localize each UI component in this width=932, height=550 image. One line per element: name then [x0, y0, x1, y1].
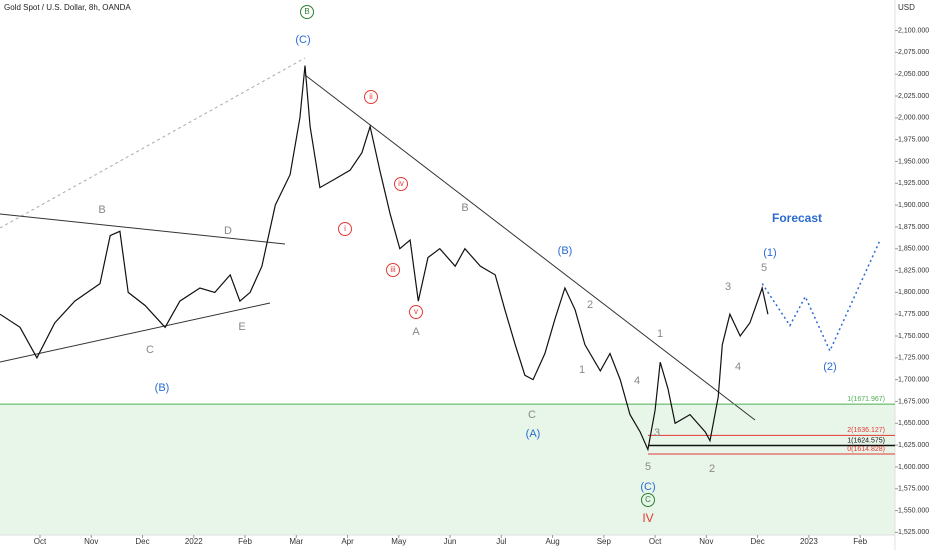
- y-tick-label: 1,975.000: [898, 136, 929, 143]
- y-tick-label: 1,575.000: [898, 486, 929, 493]
- wave-label: (1): [763, 247, 776, 259]
- x-tick-label: Dec: [135, 537, 149, 546]
- wave-label: 2: [709, 463, 715, 475]
- x-tick-label: Jun: [444, 537, 457, 546]
- wave-circle: [338, 222, 352, 236]
- y-tick-label: 1,850.000: [898, 246, 929, 253]
- y-tick-label: 2,100.000: [898, 27, 929, 34]
- y-tick-label: 2,050.000: [898, 71, 929, 78]
- level-label: 2(1636.127): [847, 427, 885, 434]
- x-tick-label: Jul: [496, 537, 506, 546]
- wave-label: 5: [761, 262, 767, 274]
- x-tick-label: 2023: [800, 537, 818, 546]
- x-tick-label: Feb: [853, 537, 867, 546]
- x-tick-label: 2022: [185, 537, 203, 546]
- wave-label: (C): [640, 481, 655, 493]
- wave-label: (A): [526, 428, 541, 440]
- x-tick-label: Dec: [751, 537, 765, 546]
- y-tick-label: 1,700.000: [898, 376, 929, 383]
- wave-label: iii: [390, 265, 396, 274]
- wave-label: D: [224, 225, 232, 237]
- y-tick-label: 1,800.000: [898, 289, 929, 296]
- forecast-line: [761, 239, 881, 353]
- wave-label: v: [414, 307, 418, 316]
- y-tick-label: 1,675.000: [898, 398, 929, 405]
- x-tick-label: Oct: [34, 537, 47, 546]
- y-tick-label: 1,925.000: [898, 180, 929, 187]
- x-tick-label: Aug: [545, 537, 559, 546]
- y-tick-label: 2,075.000: [898, 49, 929, 56]
- wave-label: ii: [369, 92, 373, 101]
- price-line: [0, 65, 769, 452]
- x-tick-label: Nov: [84, 537, 98, 546]
- wave-label: (B): [155, 382, 170, 394]
- x-tick-label: Feb: [238, 537, 252, 546]
- y-tick-label: 2,000.000: [898, 115, 929, 122]
- y-tick-label: 1,600.000: [898, 464, 929, 471]
- wave-label: 5: [645, 461, 651, 473]
- y-tick-label: 1,750.000: [898, 333, 929, 340]
- triangle-bottom: [0, 302, 271, 363]
- level-label: 1(1624.575): [847, 437, 885, 444]
- y-tick-label: 1,900.000: [898, 202, 929, 209]
- wave-label: i: [344, 224, 346, 233]
- y-tick-label: 2,025.000: [898, 93, 929, 100]
- wave-circle: [394, 177, 408, 191]
- trend-dashed: [0, 57, 306, 229]
- y-tick-label: 1,525.000: [898, 529, 929, 536]
- wave-label: C: [146, 344, 154, 356]
- y-unit: USD: [898, 3, 915, 12]
- y-tick-label: 1,875.000: [898, 224, 929, 231]
- wave-circle: [300, 5, 314, 19]
- wave-circle: [641, 493, 655, 507]
- wave-label: (B): [558, 245, 573, 257]
- wave-label: (2): [823, 361, 836, 373]
- wave-label: IV: [642, 511, 653, 525]
- wave-label: C: [645, 495, 651, 504]
- x-tick-label: Apr: [341, 537, 354, 546]
- level-label: 1(1671.967): [847, 396, 885, 403]
- x-tick-label: Oct: [649, 537, 662, 546]
- level-label: 0(1614.828): [847, 446, 885, 453]
- wave-label: 4: [735, 361, 741, 373]
- y-tick-label: 1,625.000: [898, 442, 929, 449]
- wave-label: iv: [398, 179, 404, 188]
- wave-label: (C): [295, 34, 310, 46]
- y-tick-label: 1,775.000: [898, 311, 929, 318]
- y-tick-label: 1,550.000: [898, 507, 929, 514]
- wave-label: C: [528, 409, 536, 421]
- x-tick-label: May: [391, 537, 406, 546]
- wave-label: E: [238, 321, 245, 333]
- wave-label: B: [98, 204, 105, 216]
- triangle-top: [0, 213, 286, 245]
- wave-circle: [386, 263, 400, 277]
- wave-label: 1: [657, 328, 663, 340]
- wave-label: 3: [725, 281, 731, 293]
- wave-circle: [409, 305, 423, 319]
- wave-label: 2: [587, 299, 593, 311]
- wave-label: 4: [634, 375, 640, 387]
- wave-label: 3: [654, 427, 660, 439]
- x-tick-label: Mar: [289, 537, 303, 546]
- wave-circle: [364, 90, 378, 104]
- wave-label: A: [412, 326, 420, 338]
- y-tick-label: 1,725.000: [898, 355, 929, 362]
- chart-title: Gold Spot / U.S. Dollar, 8h, OANDA: [4, 3, 131, 12]
- wave-label: B: [461, 202, 468, 214]
- y-tick-label: 1,650.000: [898, 420, 929, 427]
- x-tick-label: Nov: [699, 537, 713, 546]
- trend-line: [304, 74, 756, 421]
- y-tick-label: 1,950.000: [898, 158, 929, 165]
- forecast-label: Forecast: [772, 211, 822, 225]
- y-tick-label: 1,825.000: [898, 267, 929, 274]
- wave-label: B: [304, 7, 309, 16]
- support-zone: [0, 404, 895, 535]
- x-tick-label: Sep: [597, 537, 612, 546]
- wave-label: 1: [579, 364, 585, 376]
